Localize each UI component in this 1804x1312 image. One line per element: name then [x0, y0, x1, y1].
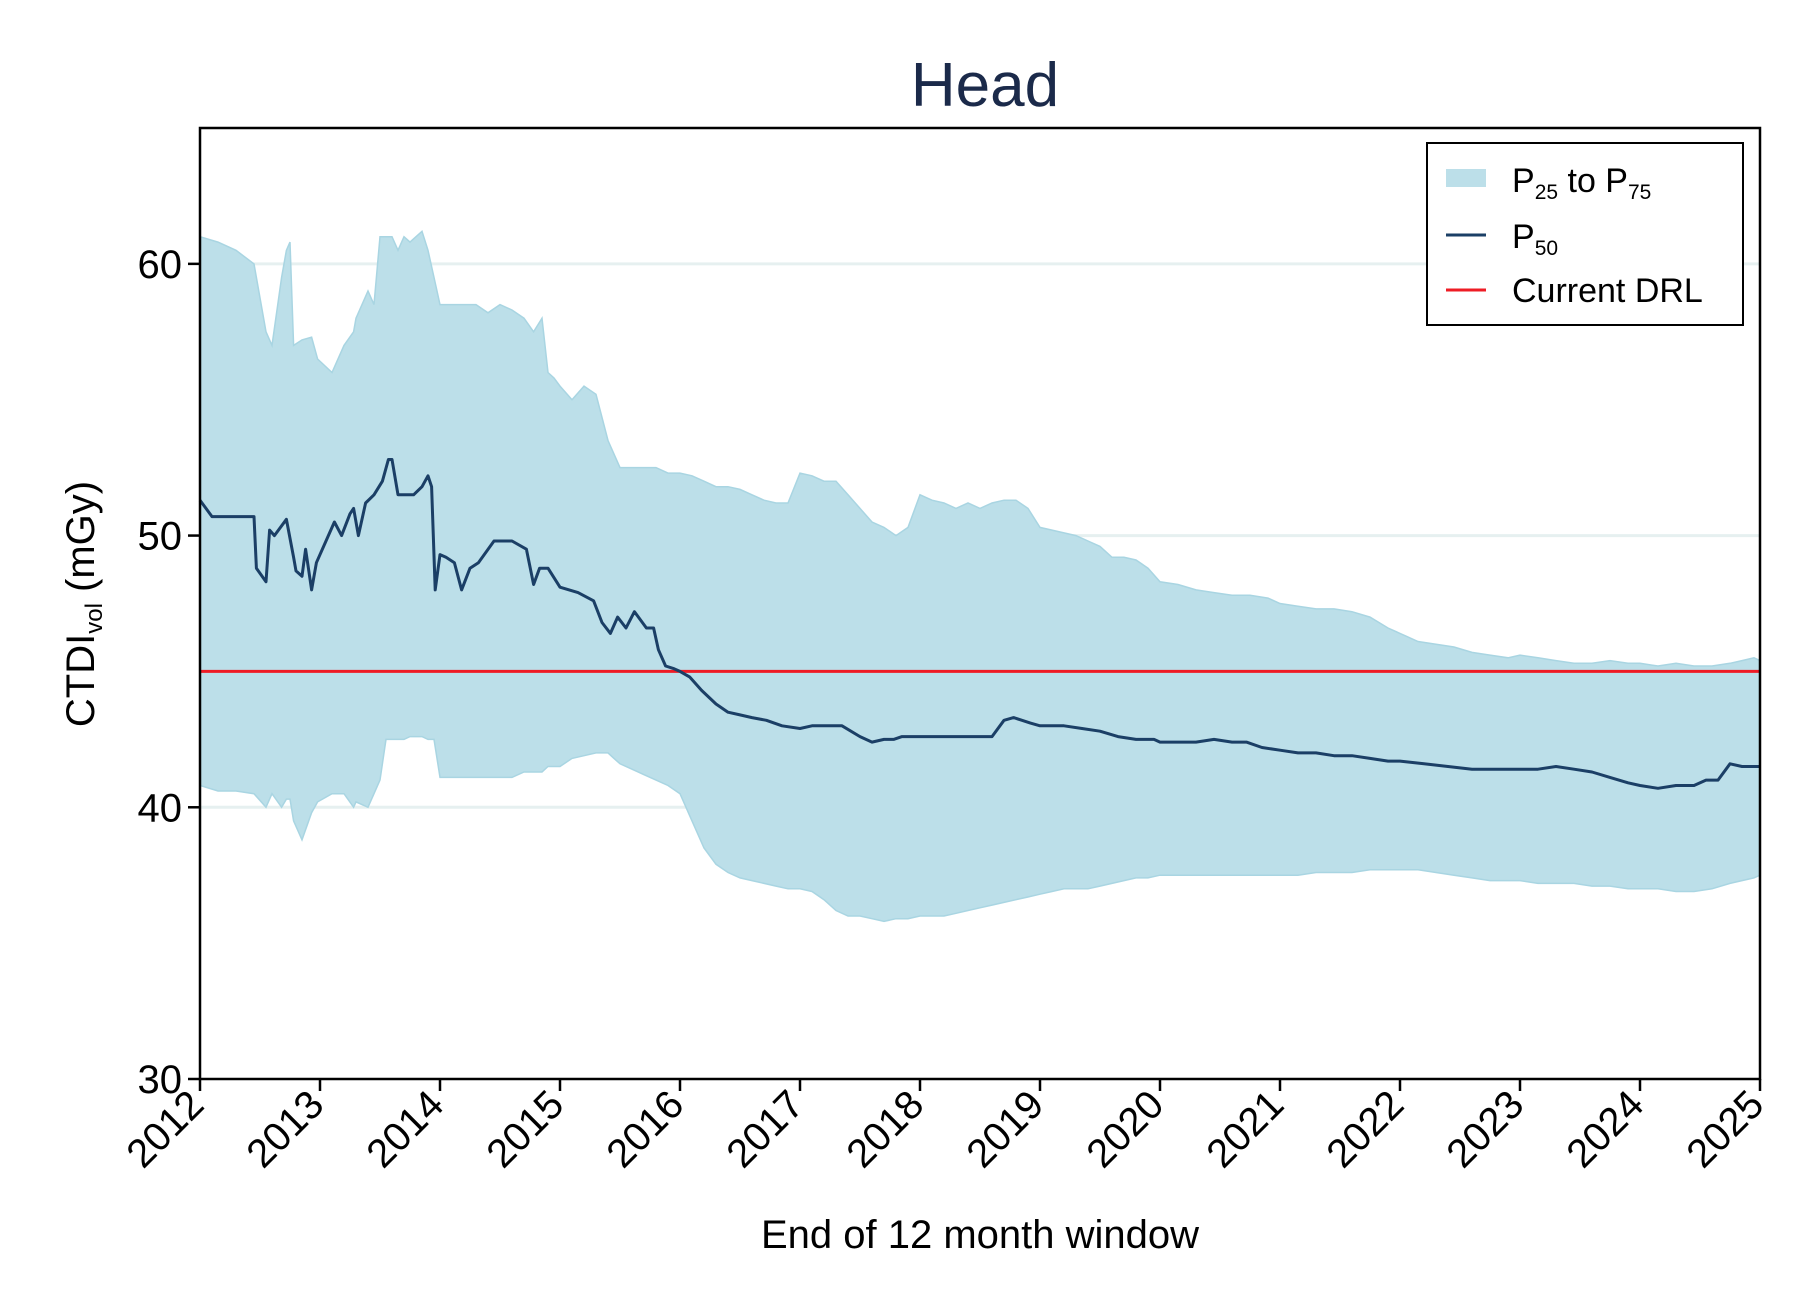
legend-label-band: P25 to P75 [1512, 162, 1651, 204]
y-axis-label-subscript: vol [81, 603, 108, 634]
y-tick-label-40: 40 [138, 786, 183, 830]
y-tick-label-60: 60 [138, 243, 183, 287]
plot-frame [198, 126, 1762, 1081]
legend-label-median: P50 [1512, 218, 1558, 260]
legend-swatch-band [1446, 169, 1486, 187]
x-axis-label: End of 12 month window [761, 1213, 1199, 1257]
legend-label-drl: Current DRL [1512, 272, 1703, 310]
median-line-group [198, 458, 1760, 790]
y-axis: 30 40 50 60 [138, 243, 200, 1102]
y-tick-label-50: 50 [138, 515, 183, 559]
y-axis-label-main: CTDI [59, 634, 103, 727]
y-axis-label-suffix: (mGy) [59, 481, 103, 603]
y-tick-label-30: 30 [138, 1058, 183, 1102]
legend: P25 to P75 P50 Current DRL [1426, 142, 1744, 326]
chart-title: Head [911, 51, 1059, 120]
y-axis-label: CTDIvol (mGy) [59, 481, 108, 727]
series-p50-line [198, 458, 1760, 790]
